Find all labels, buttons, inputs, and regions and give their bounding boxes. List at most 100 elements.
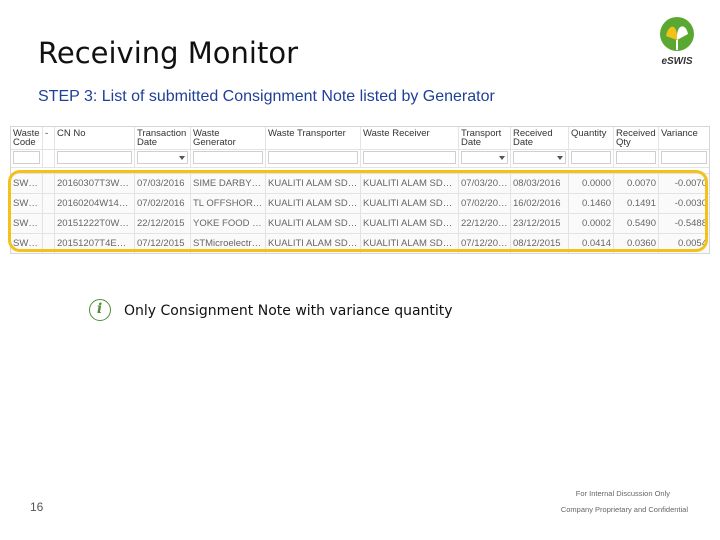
grid-spacer: [11, 168, 709, 174]
eswis-logo: eSWIS: [654, 14, 700, 70]
cell-waste-generator: TL OFFSHORE S...: [191, 194, 266, 213]
cell-cn-no[interactable]: 20151207T4EXPVQ: [55, 234, 135, 253]
page-number: 16: [30, 500, 44, 514]
cell-waste-transporter: KUALITI ALAM SDN B...: [266, 234, 361, 253]
cell-separator: [43, 174, 55, 193]
table-row[interactable]: SW102 20151207T4EXPVQ 07/12/2015 STMicro…: [11, 234, 709, 253]
cell-waste-generator: YOKE FOOD IND...: [191, 214, 266, 233]
cell-received-date: 08/12/2015: [511, 234, 569, 253]
column-header-transaction-date[interactable]: Transaction Date: [135, 127, 191, 149]
cell-received-qty: 0.5490: [614, 214, 659, 233]
chevron-down-icon: [179, 156, 185, 160]
cell-transport-date: 07/12/2015: [459, 234, 511, 253]
cell-separator: [43, 214, 55, 233]
cell-transport-date: 07/03/2016: [459, 174, 511, 193]
filter-cell: [614, 150, 659, 167]
chevron-down-icon: [499, 156, 505, 160]
cell-cn-no[interactable]: 20160307T3WDSQF: [55, 174, 135, 193]
leaf-logo-icon: [660, 17, 694, 51]
column-header-separator[interactable]: -: [43, 127, 55, 149]
filter-quantity[interactable]: [571, 151, 611, 164]
footer-internal-note: For Internal Discussion Only: [575, 489, 670, 498]
filter-waste-transporter[interactable]: [268, 151, 358, 164]
cell-waste-code: SW102: [11, 174, 43, 193]
cell-waste-code: SW102: [11, 234, 43, 253]
filter-cell: [361, 150, 459, 167]
filter-waste-receiver[interactable]: [363, 151, 456, 164]
filter-cell: [569, 150, 614, 167]
callout-text: Only Consignment Note with variance quan…: [124, 303, 453, 319]
cell-waste-receiver: KUALITI ALAM SDN B...: [361, 194, 459, 213]
column-header-transport-date[interactable]: Transport Date: [459, 127, 511, 149]
cell-quantity: 0.1460: [569, 194, 614, 213]
column-header-cn-no[interactable]: CN No: [55, 127, 135, 149]
cell-waste-code: SW102: [11, 214, 43, 233]
column-header-waste-transporter[interactable]: Waste Transporter: [266, 127, 361, 149]
cell-quantity: 0.0414: [569, 234, 614, 253]
cell-transport-date: 07/02/2016: [459, 194, 511, 213]
cell-transaction-date: 07/03/2016: [135, 174, 191, 193]
grid-body: SW102 20160307T3WDSQF 07/03/2016 SIME DA…: [11, 174, 709, 253]
info-glyph: i: [96, 301, 103, 317]
filter-cell: [511, 150, 569, 167]
filter-received-qty[interactable]: [616, 151, 656, 164]
cell-quantity: 0.0002: [569, 214, 614, 233]
filter-cell: [11, 150, 43, 167]
cell-waste-code: SW102: [11, 194, 43, 213]
table-row[interactable]: SW102 20151222T0WHJEW 22/12/2015 YOKE FO…: [11, 214, 709, 234]
cell-cn-no[interactable]: 20160204W144S6D: [55, 194, 135, 213]
cell-received-date: 23/12/2015: [511, 214, 569, 233]
cell-received-qty: 0.0360: [614, 234, 659, 253]
cell-waste-generator: SIME DARBY PLA...: [191, 174, 266, 193]
cell-variance: -0.5488: [674, 218, 707, 229]
column-header-received-date[interactable]: Received Date: [511, 127, 569, 149]
cell-transaction-date: 07/02/2016: [135, 194, 191, 213]
column-header-waste-receiver[interactable]: Waste Receiver: [361, 127, 459, 149]
filter-cell: [191, 150, 266, 167]
cell-waste-receiver: KUALITI ALAM SDN B...: [361, 234, 459, 253]
grid-filter-row: [11, 150, 709, 168]
cell-transaction-date: 22/12/2015: [135, 214, 191, 233]
cell-separator: [43, 234, 55, 253]
slide-title: Receiving Monitor: [38, 36, 298, 70]
footer-confidential-note: Company Proprietary and Confidential: [560, 505, 688, 514]
cell-received-qty: 0.1491: [614, 194, 659, 213]
filter-cell: [659, 150, 709, 167]
cell-variance: -0.0070: [674, 178, 707, 189]
cell-received-date: 16/02/2016: [511, 194, 569, 213]
filter-cell: [459, 150, 511, 167]
filter-waste-generator[interactable]: [193, 151, 263, 164]
column-header-quantity[interactable]: Quantity: [569, 127, 614, 149]
cell-waste-transporter: KUALITI ALAM SDN B...: [266, 214, 361, 233]
filter-cell: [266, 150, 361, 167]
column-header-waste-generator[interactable]: Waste Generator: [191, 127, 266, 149]
cell-separator: [43, 194, 55, 213]
consignment-grid: Waste Code - CN No Transaction Date Wast…: [10, 126, 710, 254]
cell-received-qty: 0.0070: [614, 174, 659, 193]
cell-transaction-date: 07/12/2015: [135, 234, 191, 253]
cell-waste-transporter: KUALITI ALAM SDN B...: [266, 174, 361, 193]
table-row[interactable]: SW102 20160307T3WDSQF 07/03/2016 SIME DA…: [11, 174, 709, 194]
cell-quantity: 0.0000: [569, 174, 614, 193]
cell-cn-no[interactable]: 20151222T0WHJEW: [55, 214, 135, 233]
cell-waste-receiver: KUALITI ALAM SDN B...: [361, 214, 459, 233]
filter-waste-code[interactable]: [13, 151, 40, 164]
filter-received-date[interactable]: [513, 151, 566, 164]
cell-variance: 0.0054: [677, 238, 707, 249]
column-header-waste-code[interactable]: Waste Code: [11, 127, 43, 149]
grid-header-row: Waste Code - CN No Transaction Date Wast…: [11, 127, 709, 150]
filter-transport-date[interactable]: [461, 151, 508, 164]
filter-cell: [55, 150, 135, 167]
filter-cn-no[interactable]: [57, 151, 132, 164]
filter-variance[interactable]: [661, 151, 707, 164]
cell-waste-receiver: KUALITI ALAM SDN B...: [361, 174, 459, 193]
column-header-received-qty[interactable]: Received Qty: [614, 127, 659, 149]
cell-received-date: 08/03/2016: [511, 174, 569, 193]
filter-cell: [43, 150, 55, 167]
cell-waste-generator: STMicroelectroni...: [191, 234, 266, 253]
filter-transaction-date[interactable]: [137, 151, 188, 164]
column-header-variance[interactable]: Variance: [661, 128, 698, 139]
cell-waste-transporter: KUALITI ALAM SDN B...: [266, 194, 361, 213]
cell-transport-date: 22/12/2015: [459, 214, 511, 233]
table-row[interactable]: SW102 20160204W144S6D 07/02/2016 TL OFFS…: [11, 194, 709, 214]
